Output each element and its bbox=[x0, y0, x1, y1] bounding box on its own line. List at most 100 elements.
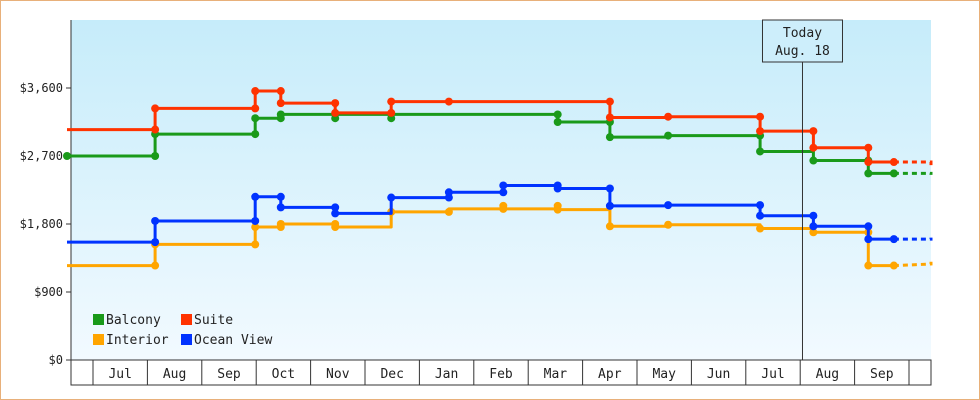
data-point bbox=[276, 220, 285, 228]
data-point bbox=[151, 125, 160, 134]
y-tick-label: $900 bbox=[34, 285, 63, 299]
data-point bbox=[444, 207, 453, 216]
data-point bbox=[864, 143, 873, 152]
x-tick-label: Nov bbox=[326, 367, 350, 382]
data-point bbox=[251, 104, 260, 113]
series-ocean-view bbox=[67, 181, 933, 247]
data-point bbox=[251, 223, 260, 232]
data-point bbox=[605, 113, 614, 122]
data-point bbox=[864, 261, 873, 270]
data-point bbox=[387, 97, 396, 106]
x-tick-label: Apr bbox=[598, 367, 622, 382]
data-point bbox=[553, 205, 562, 214]
data-point bbox=[889, 169, 898, 178]
data-point bbox=[276, 99, 285, 108]
data-point bbox=[889, 235, 898, 244]
x-tick-label: Oct bbox=[272, 367, 295, 382]
data-point bbox=[756, 127, 765, 136]
today-box bbox=[761, 19, 843, 63]
data-point bbox=[444, 188, 453, 197]
x-tick-label: Dec bbox=[380, 367, 403, 382]
series-suite bbox=[67, 87, 933, 167]
data-point bbox=[809, 127, 818, 136]
data-point bbox=[864, 235, 873, 244]
data-point bbox=[331, 223, 340, 232]
data-point bbox=[251, 87, 260, 96]
y-axis: $0 $900 $1,800 $2,700 $3,600 bbox=[20, 20, 72, 367]
legend-item: Balcony bbox=[93, 313, 161, 328]
legend-swatch bbox=[93, 334, 104, 345]
data-point bbox=[444, 97, 453, 106]
data-point bbox=[151, 152, 160, 160]
y-tick-label: $0 bbox=[49, 353, 63, 367]
data-point bbox=[499, 188, 508, 197]
data-point bbox=[664, 201, 673, 210]
data-point bbox=[605, 133, 614, 142]
forecast-line bbox=[893, 171, 933, 175]
data-point bbox=[809, 156, 818, 165]
data-point bbox=[889, 158, 898, 167]
legend-swatch bbox=[181, 334, 192, 345]
x-tick-label: Jul bbox=[108, 367, 131, 382]
data-point bbox=[889, 261, 898, 270]
data-point bbox=[605, 184, 614, 193]
x-tick-label: Sep bbox=[870, 367, 894, 382]
data-point bbox=[151, 104, 160, 113]
data-point bbox=[331, 209, 340, 218]
x-tick-label: Jan bbox=[435, 367, 458, 382]
legend-label: Balcony bbox=[106, 313, 161, 328]
data-point bbox=[864, 158, 873, 167]
data-point bbox=[605, 97, 614, 106]
y-tick-label: $1,800 bbox=[20, 217, 63, 231]
today-label: Today bbox=[783, 26, 822, 41]
x-tick-label: Sep bbox=[217, 367, 241, 382]
data-point bbox=[809, 211, 818, 220]
data-point bbox=[553, 118, 562, 126]
data-point bbox=[251, 216, 260, 225]
x-tick-label: Mar bbox=[544, 367, 568, 382]
data-point bbox=[331, 203, 340, 212]
data-point bbox=[756, 211, 765, 220]
data-point bbox=[151, 216, 160, 225]
today-date: Aug. 18 bbox=[775, 44, 830, 59]
legend-label: Interior bbox=[106, 333, 169, 348]
data-point bbox=[664, 131, 673, 140]
data-point bbox=[553, 184, 562, 193]
data-point bbox=[756, 201, 765, 210]
series-line bbox=[67, 89, 894, 164]
data-point bbox=[251, 192, 260, 201]
data-point bbox=[864, 169, 873, 178]
data-point bbox=[331, 99, 340, 108]
x-tick-label: Jun bbox=[707, 367, 730, 382]
x-tick-label: Aug bbox=[163, 367, 186, 382]
data-point bbox=[387, 108, 396, 117]
x-tick-label: Feb bbox=[489, 367, 513, 382]
data-point bbox=[756, 224, 765, 233]
legend-swatch bbox=[93, 314, 104, 325]
x-axis: Jul Aug Sep Oct Nov Dec Jan Feb Mar Apr May Jun Jul A… bbox=[70, 359, 932, 386]
x-tick-label: May bbox=[652, 367, 676, 382]
data-point bbox=[276, 110, 285, 119]
data-point bbox=[664, 220, 673, 229]
series-layer bbox=[63, 87, 933, 270]
legend-item: Suite bbox=[181, 313, 233, 328]
data-point bbox=[276, 87, 285, 96]
legend-label: Ocean View bbox=[194, 333, 272, 348]
data-point bbox=[151, 261, 160, 270]
y-tick-label: $2,700 bbox=[20, 149, 63, 163]
data-point bbox=[664, 112, 673, 121]
data-point bbox=[809, 143, 818, 152]
legend-item: Interior bbox=[93, 333, 169, 348]
data-point bbox=[605, 222, 614, 231]
today-marker: Today Aug. 18 bbox=[761, 19, 843, 360]
data-point bbox=[387, 193, 396, 202]
x-axis-box bbox=[70, 359, 932, 386]
legend: Balcony Suite Interior Ocean View bbox=[93, 313, 272, 348]
data-point bbox=[151, 238, 160, 247]
data-point bbox=[499, 201, 508, 210]
data-point bbox=[276, 203, 285, 212]
data-point bbox=[756, 147, 765, 156]
legend-label: Suite bbox=[194, 313, 233, 328]
data-point bbox=[251, 114, 260, 123]
